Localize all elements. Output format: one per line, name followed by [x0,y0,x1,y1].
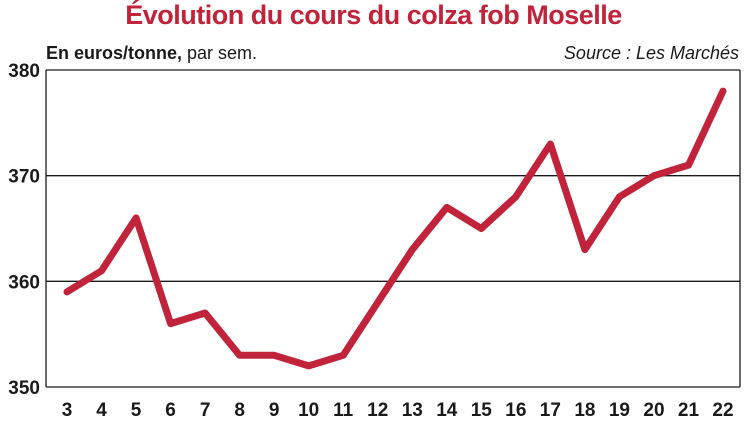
series-lines [63,87,727,370]
x-tick-13: 13 [402,400,423,421]
x-tick-7: 7 [200,400,211,421]
x-tick-14: 14 [436,400,458,421]
x-tick-22: 22 [712,400,733,421]
unit-label: En euros/tonne, par sem. [46,43,257,64]
x-tick-5: 5 [131,400,142,421]
x-tick-12: 12 [367,400,388,421]
y-tick-labels: 350 360 370 380 [8,61,40,399]
x-tick-19: 19 [609,400,630,421]
x-tick-16: 16 [505,400,526,421]
x-tick-18: 18 [574,400,595,421]
x-tick-6: 6 [165,400,176,421]
x-tick-3: 3 [62,400,73,421]
y-tick-360: 360 [8,272,40,293]
x-tick-17: 17 [540,400,561,421]
x-tick-15: 15 [471,400,493,421]
y-tick-350: 350 [8,378,40,399]
x-tick-8: 8 [234,400,245,421]
unit-label-bold: En euros/tonne, [46,43,183,63]
grid-lines [45,69,741,388]
chart-title: Évolution du cours du colza fob Moselle [125,0,622,30]
x-tick-4: 4 [96,400,107,421]
x-tick-20: 20 [643,400,664,421]
unit-label-rest: par sem. [182,43,258,63]
source-label: Source : Les Marchés [563,43,739,63]
x-tick-21: 21 [678,400,700,421]
y-tick-370: 370 [8,167,40,188]
x-tick-11: 11 [333,400,354,421]
x-tick-9: 9 [269,400,280,421]
x-tick-10: 10 [298,400,319,421]
x-tick-labels: 3 4 5 6 7 8 9 10 11 12 13 14 15 16 17 18 19 20 21 22 [62,400,734,421]
series-line-0 [63,87,727,370]
y-tick-380: 380 [8,61,40,82]
